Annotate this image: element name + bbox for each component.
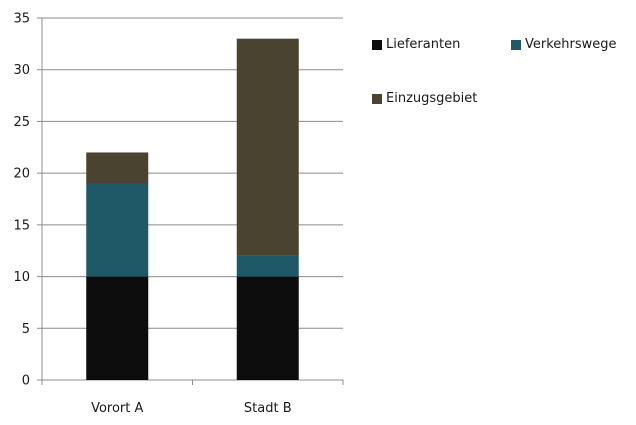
x-tick-label-stadt-b: Stadt B	[244, 401, 292, 416]
y-tick-label: 15	[13, 218, 30, 233]
y-tick-label: 5	[22, 322, 30, 337]
legend-label-verkehrswege: Verkehrswege	[525, 37, 617, 52]
legend-label-lieferanten: Lieferanten	[386, 37, 461, 52]
bar-vorort-a-lieferanten	[86, 276, 149, 380]
y-tick-label: 10	[13, 270, 30, 285]
bars	[86, 38, 299, 380]
y-tick-label: 35	[13, 12, 30, 27]
y-tick-label: 30	[13, 63, 30, 78]
legend-swatch-einzugsgebiet	[372, 93, 382, 104]
legend-swatch-verkehrswege	[511, 39, 521, 50]
legend-swatch-lieferanten	[372, 39, 382, 50]
x-tick-label-vorort-a: Vorort A	[91, 401, 143, 416]
bar-stadt-b-verkehrswege	[236, 255, 299, 277]
legend: Lieferanten Verkehrswege Einzugsgebiet	[372, 34, 634, 114]
x-axis: Vorort A Stadt B	[41, 379, 344, 416]
y-tick-label: 0	[22, 374, 30, 389]
y-tick-label: 20	[13, 167, 30, 182]
bar-vorort-a-einzugsgebiet	[86, 152, 149, 184]
legend-item-lieferanten: Lieferanten	[372, 37, 460, 52]
bar-vorort-a-verkehrswege	[86, 183, 149, 277]
bar-stadt-b-einzugsgebiet	[236, 38, 299, 256]
y-tick-label: 25	[13, 115, 30, 130]
legend-item-einzugsgebiet: Einzugsgebiet	[372, 91, 477, 106]
bar-stadt-b-lieferanten	[236, 276, 299, 380]
y-axis: 0 5 10 15 20 25 30 35	[13, 12, 43, 389]
legend-label-einzugsgebiet: Einzugsgebiet	[386, 91, 478, 106]
legend-item-verkehrswege: Verkehrswege	[511, 37, 617, 52]
